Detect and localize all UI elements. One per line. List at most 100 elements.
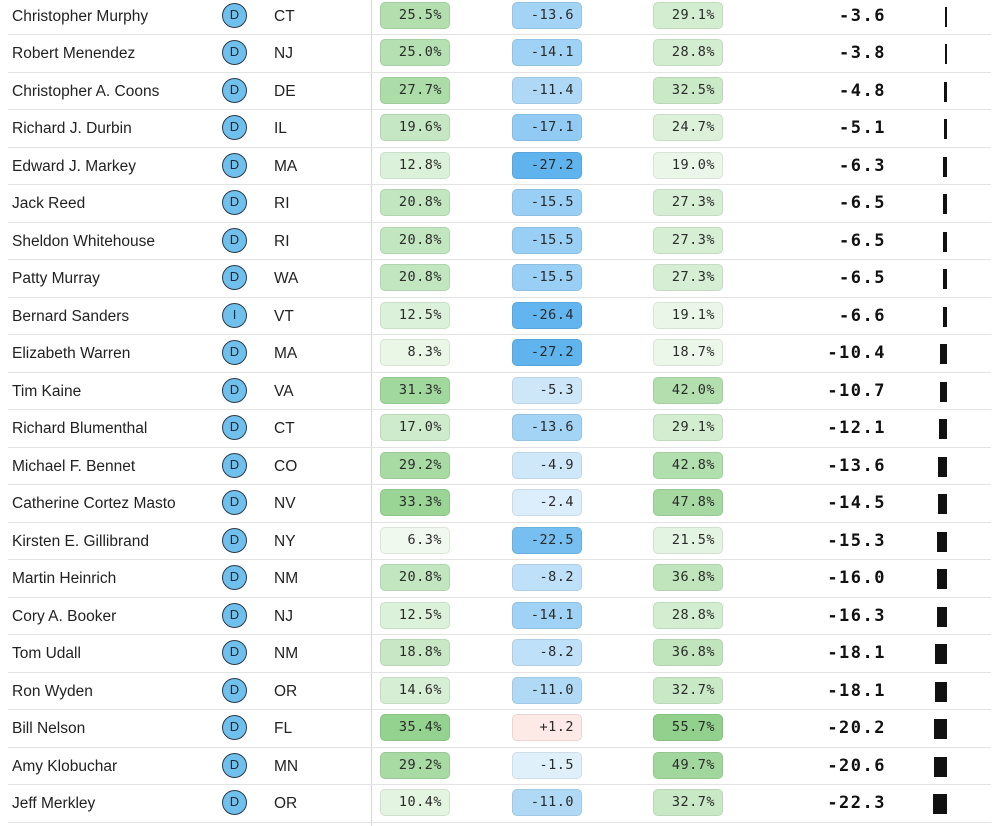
party-badge: D [222,715,247,740]
metric-cell-2: -26.4 [512,301,582,329]
senator-name: Christopher A. Coons [12,82,160,100]
metric-cell-2: -13.6 [512,414,582,441]
metric-cell-3: 32.7% [653,676,723,704]
party-badge: D [222,565,247,590]
row-divider [8,71,991,73]
metric-cell-1: 29.2% [380,751,450,779]
state-code: MA [274,345,298,362]
metric-cell-2: +1.2 [512,714,582,741]
score-value: -5.1 [839,118,886,138]
metric-cell-1: 20.8% [380,189,450,216]
metric-cell-2: -22.5 [512,526,582,554]
table-row: Sheldon Whitehouse D RI 20.8% -15.5 27.3% -6.5 [0,223,999,260]
senator-name: Patty Murray [12,270,100,287]
metric-cell-3: 19.0% [653,151,723,179]
metric-cell-2: -15.5 [512,264,582,291]
party-badge: D [222,790,247,815]
senator-name: Sheldon Whitehouse [12,232,156,250]
metric-cell-3: 27.3% [653,264,723,291]
row-divider [8,184,991,185]
metric-cell-3: 27.3% [653,226,723,254]
senator-name: Jeff Merkley [12,795,96,812]
metric-cell-2: -27.2 [512,151,582,179]
score-value: -15.3 [827,530,886,551]
row-divider [8,446,991,448]
metric-cell-3: 24.7% [653,114,723,141]
party-badge: D [222,752,247,778]
score-bar [935,681,947,702]
metric-cell-3: 19.1% [653,301,723,329]
senator-name: Bill Nelson [12,720,86,737]
score-value: -10.7 [827,380,886,401]
score-bar [943,81,947,102]
party-badge: D [222,377,247,403]
metric-cell-3: 47.8% [653,489,723,516]
metric-cell-2: -14.1 [512,601,582,629]
state-code: NJ [274,607,293,625]
metric-cell-1: 19.6% [380,114,450,141]
metric-cell-1: 25.0% [380,39,450,66]
table-row: Cory A. Booker D NJ 12.5% -14.1 28.8% -16.3 [0,598,999,635]
state-code: FL [274,720,293,737]
metric-cell-2: -17.1 [512,114,582,141]
state-code: CT [274,420,295,437]
table-row: Kirsten E. Gillibrand D NY 6.3% -22.5 21.5% -1… [0,523,999,560]
metric-cell-3: 21.5% [653,526,723,554]
score-value: -16.3 [827,605,886,626]
table-row: Catherine Cortez Masto D NV 33.3% -2.4 47.8% -… [0,485,999,523]
score-value: -20.2 [827,718,886,738]
senator-name: Tim Kaine [12,382,82,400]
party-badge: D [222,415,247,440]
party-badge: D [222,490,247,515]
metric-cell-3: 27.3% [653,189,723,216]
metric-cell-1: 20.8% [380,226,450,254]
metric-cell-1: 27.7% [380,76,450,104]
senator-name: Elizabeth Warren [12,345,131,362]
metric-cell-2: -5.3 [512,376,582,404]
table-row: Bill Nelson D FL 35.4% +1.2 55.7% -20.2 [0,710,999,748]
table-row: Ron Wyden D OR 14.6% -11.0 32.7% -18.1 [0,673,999,710]
table-row: Bernard Sanders I VT 12.5% -26.4 19.1% -6.6 [0,298,999,335]
metric-cell-2: -27.2 [512,339,582,366]
metric-cell-1: 14.6% [380,676,450,704]
party-badge: D [222,340,247,365]
senator-name: Ron Wyden [12,682,93,700]
row-divider [8,221,991,223]
row-divider [8,784,991,785]
score-bar [937,494,947,514]
party-badge: D [222,452,247,478]
senator-name: Martin Heinrich [12,570,117,587]
table-row: Amy Klobuchar D MN 29.2% -1.5 49.7% -20.6 [0,748,999,785]
score-bar [940,344,947,364]
metric-cell-1: 25.5% [380,1,450,29]
metric-cell-3: 55.7% [653,714,723,741]
score-bar [943,119,947,139]
table-row: Michael F. Bennet D CO 29.2% -4.9 42.8% -13.6 [0,448,999,485]
party-badge: D [222,77,247,103]
metric-cell-1: 33.3% [380,489,450,516]
row-divider [8,709,991,710]
score-bar [933,756,947,777]
metric-cell-1: 20.8% [380,564,450,591]
senator-name: Edward J. Markey [12,157,137,175]
score-bar [942,306,947,327]
metric-cell-2: -2.4 [512,489,582,516]
metric-cell-3: 28.8% [653,39,723,66]
metric-cell-1: 10.4% [380,789,450,816]
party-badge: D [222,115,247,140]
row-divider [8,821,991,823]
metric-cell-3: 36.8% [653,639,723,666]
metric-cell-2: -1.5 [512,751,582,779]
state-code: NM [274,570,299,587]
score-bar [944,44,947,64]
score-bar [938,456,947,477]
score-value: -6.6 [839,305,886,326]
row-divider [8,371,991,373]
column-divider [371,0,372,826]
metric-cell-1: 31.3% [380,376,450,404]
row-divider [8,259,991,260]
senator-name: Cory A. Booker [12,607,117,625]
senator-name: Richard J. Durbin [12,120,132,137]
metric-cell-2: -11.0 [512,676,582,704]
score-bar [935,644,947,664]
